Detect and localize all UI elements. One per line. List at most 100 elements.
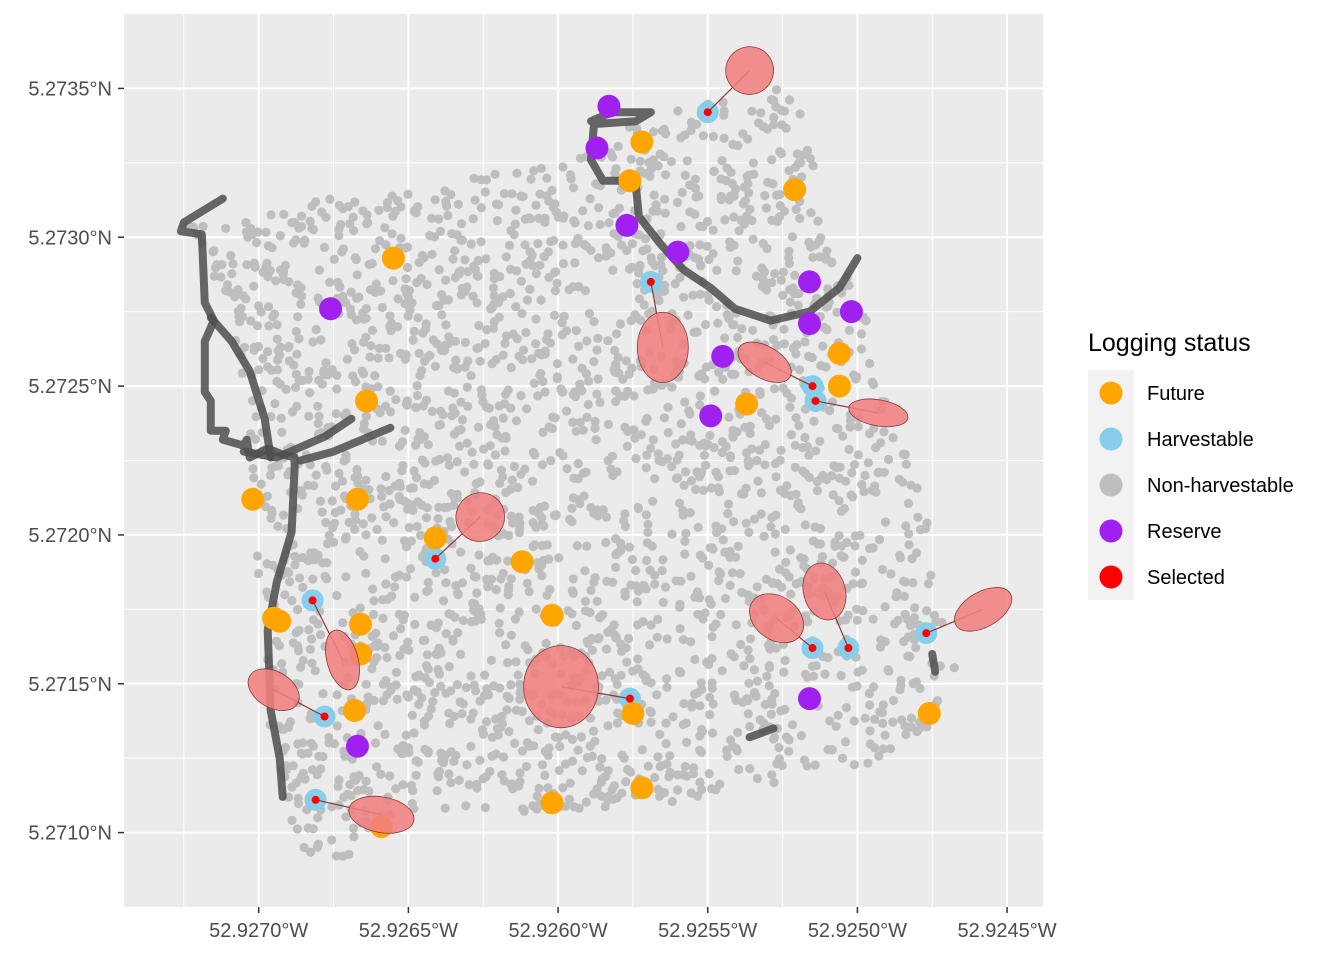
non-harvestable-point (653, 614, 663, 625)
legend-key-swatch (1099, 519, 1123, 543)
non-harvestable-point (535, 260, 545, 270)
non-harvestable-point (517, 746, 528, 756)
non-harvestable-point (847, 468, 857, 478)
non-harvestable-point (480, 338, 490, 349)
non-harvestable-point (687, 698, 697, 708)
non-harvestable-point (505, 484, 516, 494)
non-harvestable-point (466, 617, 477, 627)
non-harvestable-point (288, 407, 298, 417)
non-harvestable-point (568, 588, 578, 598)
future-point (423, 526, 447, 550)
non-harvestable-point (787, 232, 798, 242)
non-harvestable-point (592, 389, 602, 399)
non-harvestable-point (871, 443, 881, 453)
non-harvestable-point (258, 353, 268, 364)
non-harvestable-point (385, 771, 395, 781)
non-harvestable-point (795, 213, 805, 223)
non-harvestable-point (937, 617, 947, 627)
non-harvestable-point (767, 155, 777, 165)
non-harvestable-point (332, 721, 342, 731)
reserve-point (597, 94, 621, 118)
non-harvestable-point (580, 286, 591, 296)
non-harvestable-point (338, 618, 348, 628)
non-harvestable-point (722, 310, 732, 320)
non-harvestable-point (550, 286, 561, 296)
non-harvestable-point (481, 175, 492, 185)
non-harvestable-point (531, 314, 541, 324)
non-harvestable-point (888, 717, 898, 727)
non-harvestable-point (841, 476, 851, 486)
non-harvestable-point (717, 447, 727, 458)
non-harvestable-point (662, 682, 672, 692)
non-harvestable-point (660, 208, 670, 218)
non-harvestable-point (619, 753, 629, 763)
non-harvestable-point (352, 473, 362, 483)
non-harvestable-point (519, 345, 529, 355)
non-harvestable-point (780, 524, 790, 535)
non-harvestable-point (475, 696, 485, 706)
legend-key-swatch (1099, 381, 1123, 405)
non-harvestable-point (720, 215, 730, 225)
non-harvestable-point (290, 382, 301, 393)
non-harvestable-point (747, 106, 757, 116)
non-harvestable-point (753, 476, 763, 486)
non-harvestable-point (665, 769, 675, 779)
non-harvestable-point (367, 513, 377, 523)
non-harvestable-point (619, 516, 629, 526)
non-harvestable-point (790, 462, 800, 472)
non-harvestable-point (453, 590, 463, 600)
non-harvestable-point (361, 776, 371, 786)
non-harvestable-point (305, 847, 316, 857)
non-harvestable-point (275, 231, 285, 241)
non-harvestable-point (672, 455, 682, 465)
non-harvestable-point (667, 382, 677, 392)
non-harvestable-point (731, 184, 741, 194)
non-harvestable-point (913, 512, 923, 522)
non-harvestable-point (520, 641, 530, 651)
non-harvestable-point (725, 580, 735, 591)
y-tick-label: 5.2720°N (28, 525, 112, 547)
non-harvestable-point (424, 677, 434, 688)
non-harvestable-point (858, 606, 868, 616)
non-harvestable-point (607, 785, 617, 795)
non-harvestable-point (923, 579, 934, 589)
non-harvestable-point (674, 498, 685, 508)
non-harvestable-point (770, 459, 781, 469)
non-harvestable-point (894, 474, 904, 484)
non-harvestable-point (650, 474, 660, 484)
non-harvestable-point (869, 423, 879, 434)
non-harvestable-point (327, 365, 337, 375)
non-harvestable-point (650, 773, 660, 783)
non-harvestable-point (743, 179, 753, 189)
non-harvestable-point (717, 666, 727, 676)
non-harvestable-point (591, 435, 601, 445)
non-harvestable-point (722, 163, 732, 173)
non-harvestable-point (350, 197, 360, 207)
reserve-point (798, 270, 822, 294)
non-harvestable-point (403, 262, 413, 273)
legend-key-swatch (1099, 473, 1123, 497)
non-harvestable-point (403, 637, 413, 647)
non-harvestable-point (274, 641, 284, 651)
non-harvestable-point (688, 290, 698, 300)
non-harvestable-point (328, 522, 338, 533)
non-harvestable-point (363, 692, 373, 702)
non-harvestable-point (494, 401, 504, 411)
non-harvestable-point (733, 541, 743, 552)
non-harvestable-point (774, 743, 784, 753)
non-harvestable-point (358, 519, 368, 529)
non-harvestable-point (603, 627, 613, 638)
non-harvestable-point (733, 727, 743, 738)
non-harvestable-point (624, 542, 635, 552)
data-layer (176, 46, 1013, 861)
non-harvestable-point (531, 200, 541, 210)
non-harvestable-point (449, 756, 459, 767)
non-harvestable-point (700, 319, 711, 330)
non-harvestable-point (252, 238, 262, 248)
non-harvestable-point (432, 786, 442, 796)
non-harvestable-point (273, 521, 283, 531)
non-harvestable-point (758, 122, 769, 132)
non-harvestable-point (339, 456, 349, 466)
non-harvestable-point (589, 789, 599, 799)
felling-zone-ellipse (325, 629, 360, 691)
